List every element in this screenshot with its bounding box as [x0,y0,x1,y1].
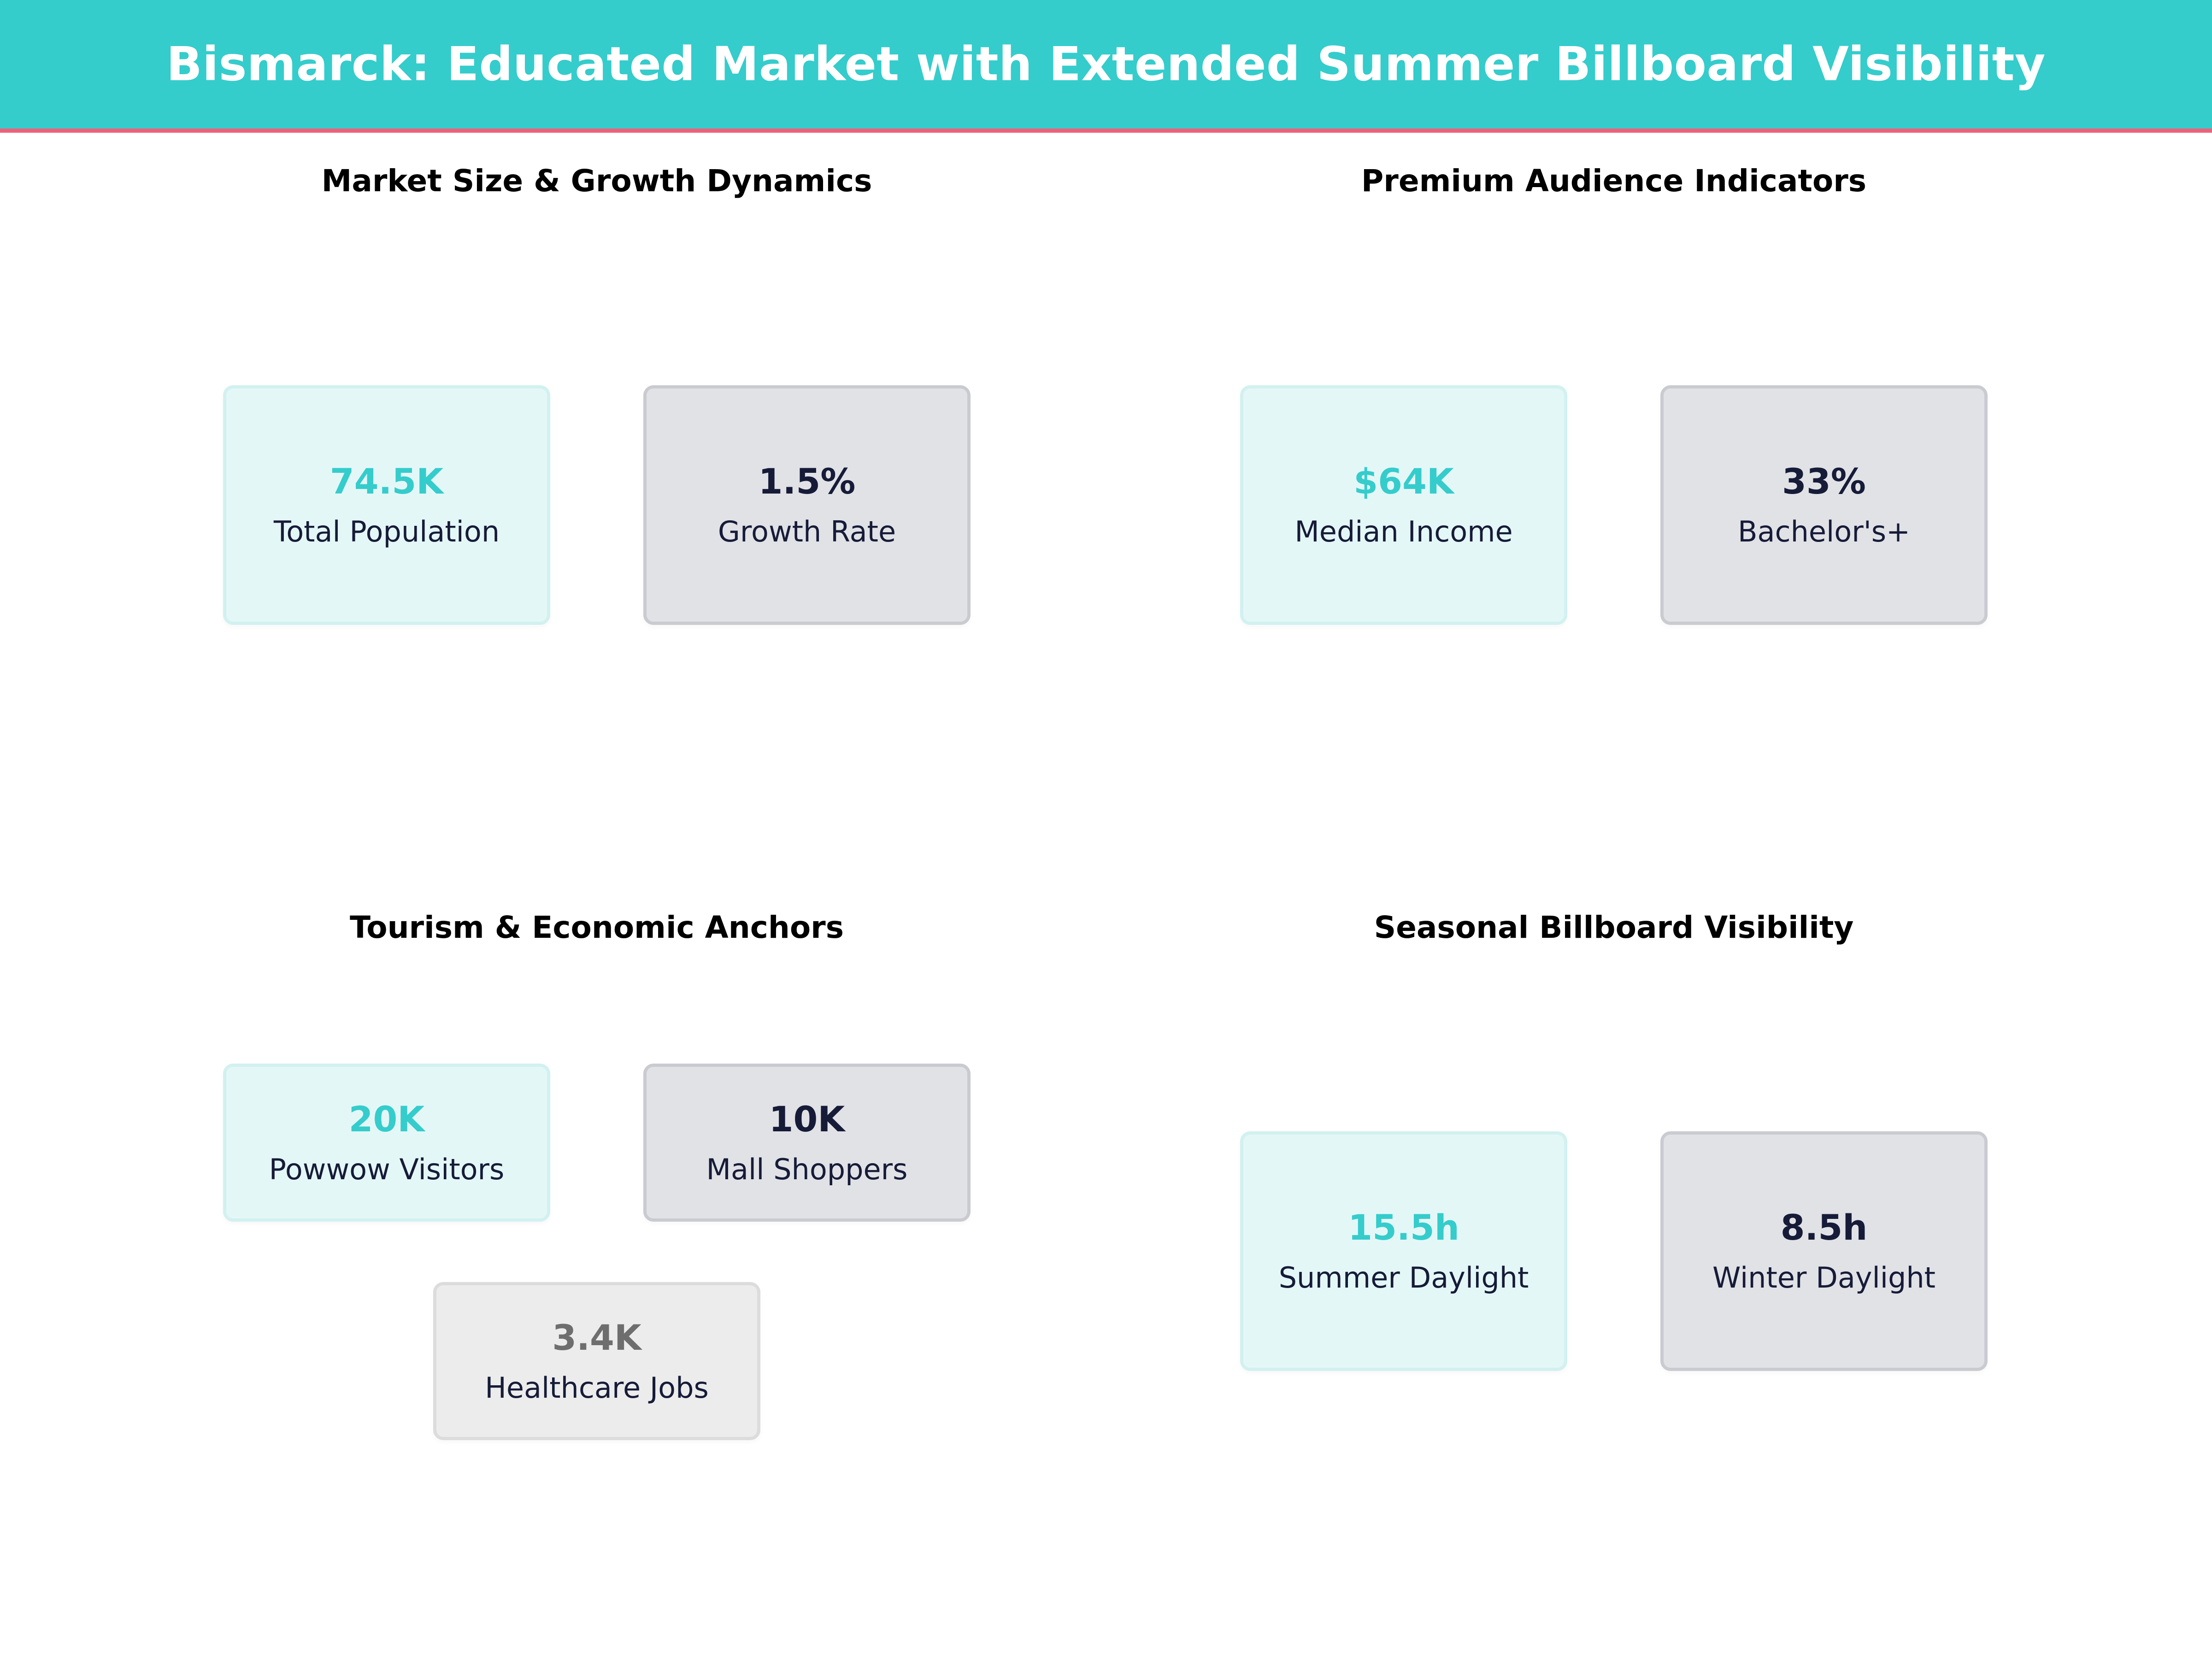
metric-label: Mall Shoppers [706,1152,908,1186]
header-banner: Bismarck: Educated Market with Extended … [0,0,2212,129]
metric-value: 15.5h [1348,1207,1459,1248]
metric-label: Bachelor's+ [1738,515,1910,548]
metric-card-bachelors: 33% Bachelor's+ [1660,385,1988,625]
panel-title-market-size: Market Size & Growth Dynamics [321,163,872,199]
metric-card-summer-daylight: 15.5h Summer Daylight [1240,1131,1567,1371]
metric-value: $64K [1353,461,1454,502]
metric-label: Summer Daylight [1278,1261,1529,1294]
page-title: Bismarck: Educated Market with Extended … [166,37,2046,92]
metric-label: Powwow Visitors [269,1152,505,1186]
metric-card-winter-daylight: 8.5h Winter Daylight [1660,1131,1988,1371]
metric-label: Total Population [273,515,500,548]
metric-card-mall-shoppers: 10K Mall Shoppers [643,1064,971,1222]
metric-label: Winter Daylight [1712,1261,1936,1294]
header-accent-stripe [0,129,2212,133]
panel-title-tourism: Tourism & Economic Anchors [349,910,844,945]
metric-label: Median Income [1294,515,1513,548]
metric-card-growth-rate: 1.5% Growth Rate [643,385,971,625]
metric-value: 3.4K [552,1317,641,1358]
metric-value: 33% [1782,461,1866,502]
metric-label: Growth Rate [718,515,896,548]
metric-value: 1.5% [758,461,856,502]
metric-value: 10K [769,1098,845,1140]
panel-title-seasonal-visibility: Seasonal Billboard Visibility [1374,910,1854,945]
metric-value: 8.5h [1780,1207,1868,1248]
metric-card-powwow-visitors: 20K Powwow Visitors [223,1064,550,1222]
metric-value: 20K [348,1098,425,1140]
panel-title-premium-audience: Premium Audience Indicators [1361,163,1867,199]
metric-value: 74.5K [329,461,444,502]
metric-card-healthcare-jobs: 3.4K Healthcare Jobs [433,1282,760,1440]
metric-label: Healthcare Jobs [485,1371,709,1405]
metric-card-total-population: 74.5K Total Population [223,385,550,625]
metric-card-median-income: $64K Median Income [1240,385,1567,625]
